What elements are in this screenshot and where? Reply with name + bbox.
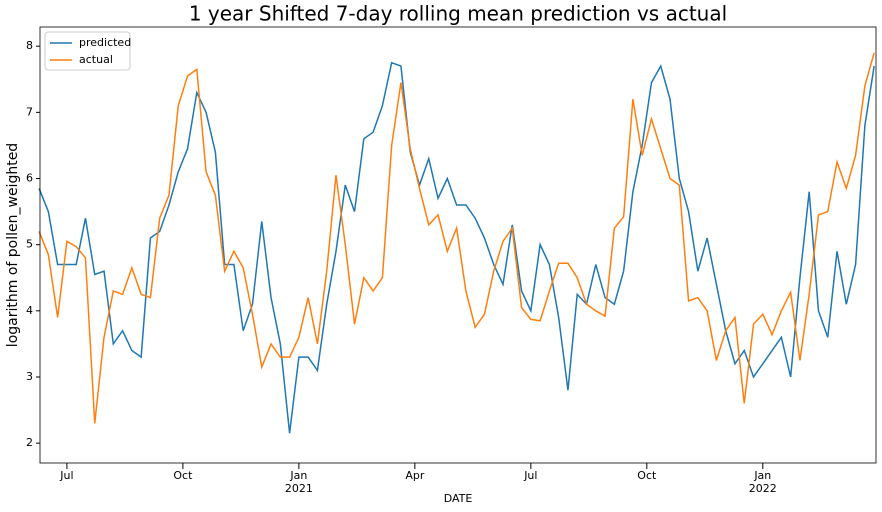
y-tick-label: 7 — [26, 105, 33, 118]
x-tick-label: Jul — [524, 469, 538, 482]
plot-frame — [39, 26, 877, 464]
y-tick-label: 5 — [26, 238, 33, 251]
chart-title: 1 year Shifted 7-day rolling mean predic… — [189, 2, 727, 26]
legend: predicted actual — [44, 31, 131, 71]
x-tick-label: Apr — [405, 469, 425, 482]
x-tick-label: Jul — [60, 469, 74, 482]
legend-label: predicted — [79, 36, 131, 49]
legend-label: actual — [79, 53, 113, 66]
x-tick-label: Jan 2022 — [748, 469, 777, 495]
y-tick-label: 4 — [26, 304, 33, 317]
x-tick-label: Oct — [637, 469, 657, 482]
y-tick-label: 6 — [26, 172, 33, 185]
line-actual — [38, 52, 875, 424]
y-tick-label: 3 — [26, 370, 33, 383]
x-axis-label: DATE — [444, 492, 473, 505]
x-tick-label: Oct — [173, 469, 193, 482]
y-axis-label: logarithm of pollen_weighted — [5, 143, 21, 347]
y-tick-label: 2 — [26, 436, 33, 449]
x-tick-label: Jan 2021 — [284, 469, 313, 495]
line-predicted — [38, 61, 875, 434]
y-tick-label: 8 — [26, 39, 33, 52]
